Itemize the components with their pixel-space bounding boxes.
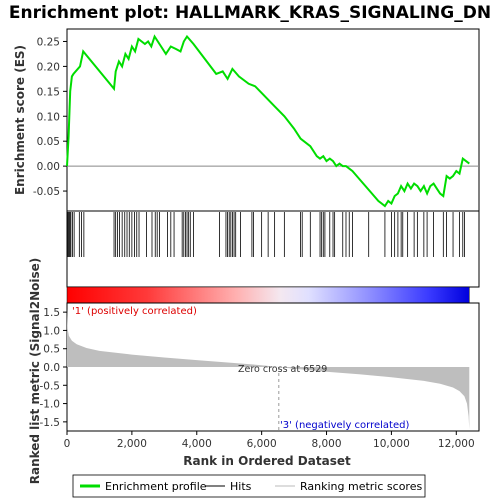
- zero-cross-annotation: Zero cross at 6529: [238, 364, 327, 375]
- metric-y-axis-label: Ranked list metric (Signal2Noise): [28, 258, 42, 485]
- chart-title: Enrichment plot: HALLMARK_KRAS_SIGNALING…: [9, 3, 491, 23]
- negative-annotation: '3' (negatively correlated): [280, 420, 409, 431]
- legend: Enrichment profile Hits Ranking metric sco…: [80, 480, 422, 493]
- es-y-tick-label: 0.05: [37, 136, 60, 148]
- metric-panel-ticks: -1.5 -1.0 -0.5 0.0 0.5 1.0 1.5: [40, 307, 67, 429]
- x-tick-label: 8,000: [311, 438, 341, 450]
- metric-y-tick-label: 0.5: [43, 344, 60, 356]
- es-y-tick-label: 0.20: [37, 61, 60, 73]
- x-tick-label: 12,000: [438, 438, 475, 450]
- x-axis-label: Rank in Ordered Dataset: [183, 454, 351, 468]
- hits-marks: [67, 212, 465, 257]
- metric-y-tick-label: 1.0: [43, 325, 60, 337]
- metric-y-tick-label: -1.5: [40, 417, 61, 429]
- x-tick-label: 2,000: [117, 438, 147, 450]
- es-y-axis-label: Enrichment score (ES): [13, 45, 27, 195]
- legend-box: [72, 474, 426, 498]
- x-tick-label: 0: [64, 438, 71, 450]
- legend-label: Enrichment profile: [105, 480, 207, 493]
- rank-color-bar: [66, 286, 470, 304]
- x-axis-ticks: 0 2,000 4,000 6,000 8,000 10,000 12,000: [64, 431, 475, 450]
- es-y-tick-label: 0.00: [37, 161, 60, 173]
- legend-label: Ranking metric scores: [300, 480, 422, 493]
- es-y-tick-label: 0.10: [37, 111, 60, 123]
- metric-y-tick-label: -1.0: [40, 399, 61, 411]
- x-tick-label: 6,000: [247, 438, 277, 450]
- es-y-tick-label: 0.15: [37, 86, 60, 98]
- metric-y-tick-label: 0.0: [43, 362, 60, 374]
- metric-y-tick-label: -0.5: [40, 380, 61, 392]
- es-y-tick-label: 0.25: [37, 36, 60, 48]
- es-panel-ticks: -0.05 0.00 0.05 0.10 0.15 0.20 0.25: [33, 36, 67, 198]
- es-y-tick-label: -0.05: [33, 186, 60, 198]
- x-tick-label: 4,000: [182, 438, 212, 450]
- legend-label: Hits: [230, 480, 252, 493]
- enrichment-profile-line: [66, 34, 470, 208]
- positive-annotation: '1' (positively correlated): [72, 306, 197, 317]
- ranking-metric-area: [67, 308, 470, 430]
- es-panel-frame: [66, 28, 480, 212]
- metric-y-tick-label: 1.5: [43, 307, 60, 319]
- x-tick-label: 10,000: [373, 438, 410, 450]
